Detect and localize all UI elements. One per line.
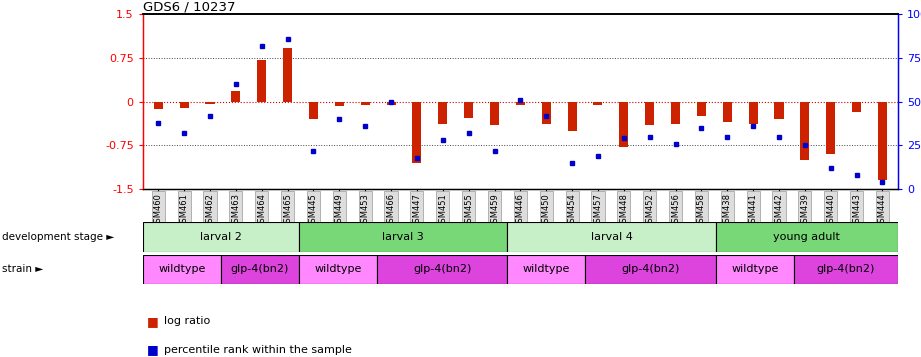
Bar (619, 102, 628, 147)
Text: glp-4(bn2): glp-4(bn2) (231, 264, 289, 274)
Bar (723, 102, 732, 122)
Bar (567, 102, 577, 131)
Text: glp-4(bn2): glp-4(bn2) (622, 264, 680, 274)
Bar (361, 102, 369, 105)
Text: glp-4(bn2): glp-4(bn2) (817, 264, 875, 274)
Text: young adult: young adult (774, 232, 840, 242)
Bar (800, 102, 810, 160)
Text: development stage ►: development stage ► (2, 232, 114, 242)
Text: larval 3: larval 3 (382, 232, 424, 242)
Bar (716, 222, 898, 252)
Bar (490, 102, 499, 125)
Bar (143, 222, 299, 252)
Bar (257, 60, 266, 102)
Text: wildtype: wildtype (158, 264, 205, 274)
Bar (309, 102, 318, 119)
Text: wildtype: wildtype (731, 264, 778, 274)
Text: ■: ■ (147, 343, 159, 356)
Bar (671, 102, 680, 124)
Text: strain ►: strain ► (2, 264, 43, 274)
Bar (335, 102, 344, 106)
Bar (542, 102, 551, 124)
Text: log ratio: log ratio (164, 316, 210, 326)
Bar (154, 102, 163, 109)
Bar (205, 102, 215, 104)
Text: wildtype: wildtype (314, 264, 362, 274)
Bar (507, 255, 586, 284)
Text: larval 2: larval 2 (200, 232, 242, 242)
Bar (586, 255, 716, 284)
Text: larval 4: larval 4 (590, 232, 633, 242)
Bar (716, 255, 794, 284)
Bar (231, 91, 240, 102)
Bar (775, 102, 784, 119)
Bar (878, 102, 887, 181)
Bar (180, 102, 189, 107)
Bar (299, 222, 507, 252)
Bar (697, 102, 705, 116)
Bar (507, 222, 716, 252)
Bar (438, 102, 448, 124)
Bar (593, 102, 602, 105)
Bar (387, 102, 396, 105)
Bar (645, 102, 654, 125)
Bar (283, 48, 292, 102)
Text: glp-4(bn2): glp-4(bn2) (413, 264, 472, 274)
Bar (794, 255, 898, 284)
Bar (464, 102, 473, 118)
Bar (413, 102, 422, 163)
Bar (516, 102, 525, 105)
Bar (221, 255, 299, 284)
Bar (377, 255, 507, 284)
Text: GDS6 / 10237: GDS6 / 10237 (143, 0, 235, 13)
Bar (299, 255, 377, 284)
Bar (143, 255, 221, 284)
Text: wildtype: wildtype (523, 264, 570, 274)
Text: percentile rank within the sample: percentile rank within the sample (164, 345, 352, 355)
Bar (749, 102, 758, 124)
Text: ■: ■ (147, 315, 159, 328)
Bar (852, 102, 861, 112)
Bar (826, 102, 835, 154)
